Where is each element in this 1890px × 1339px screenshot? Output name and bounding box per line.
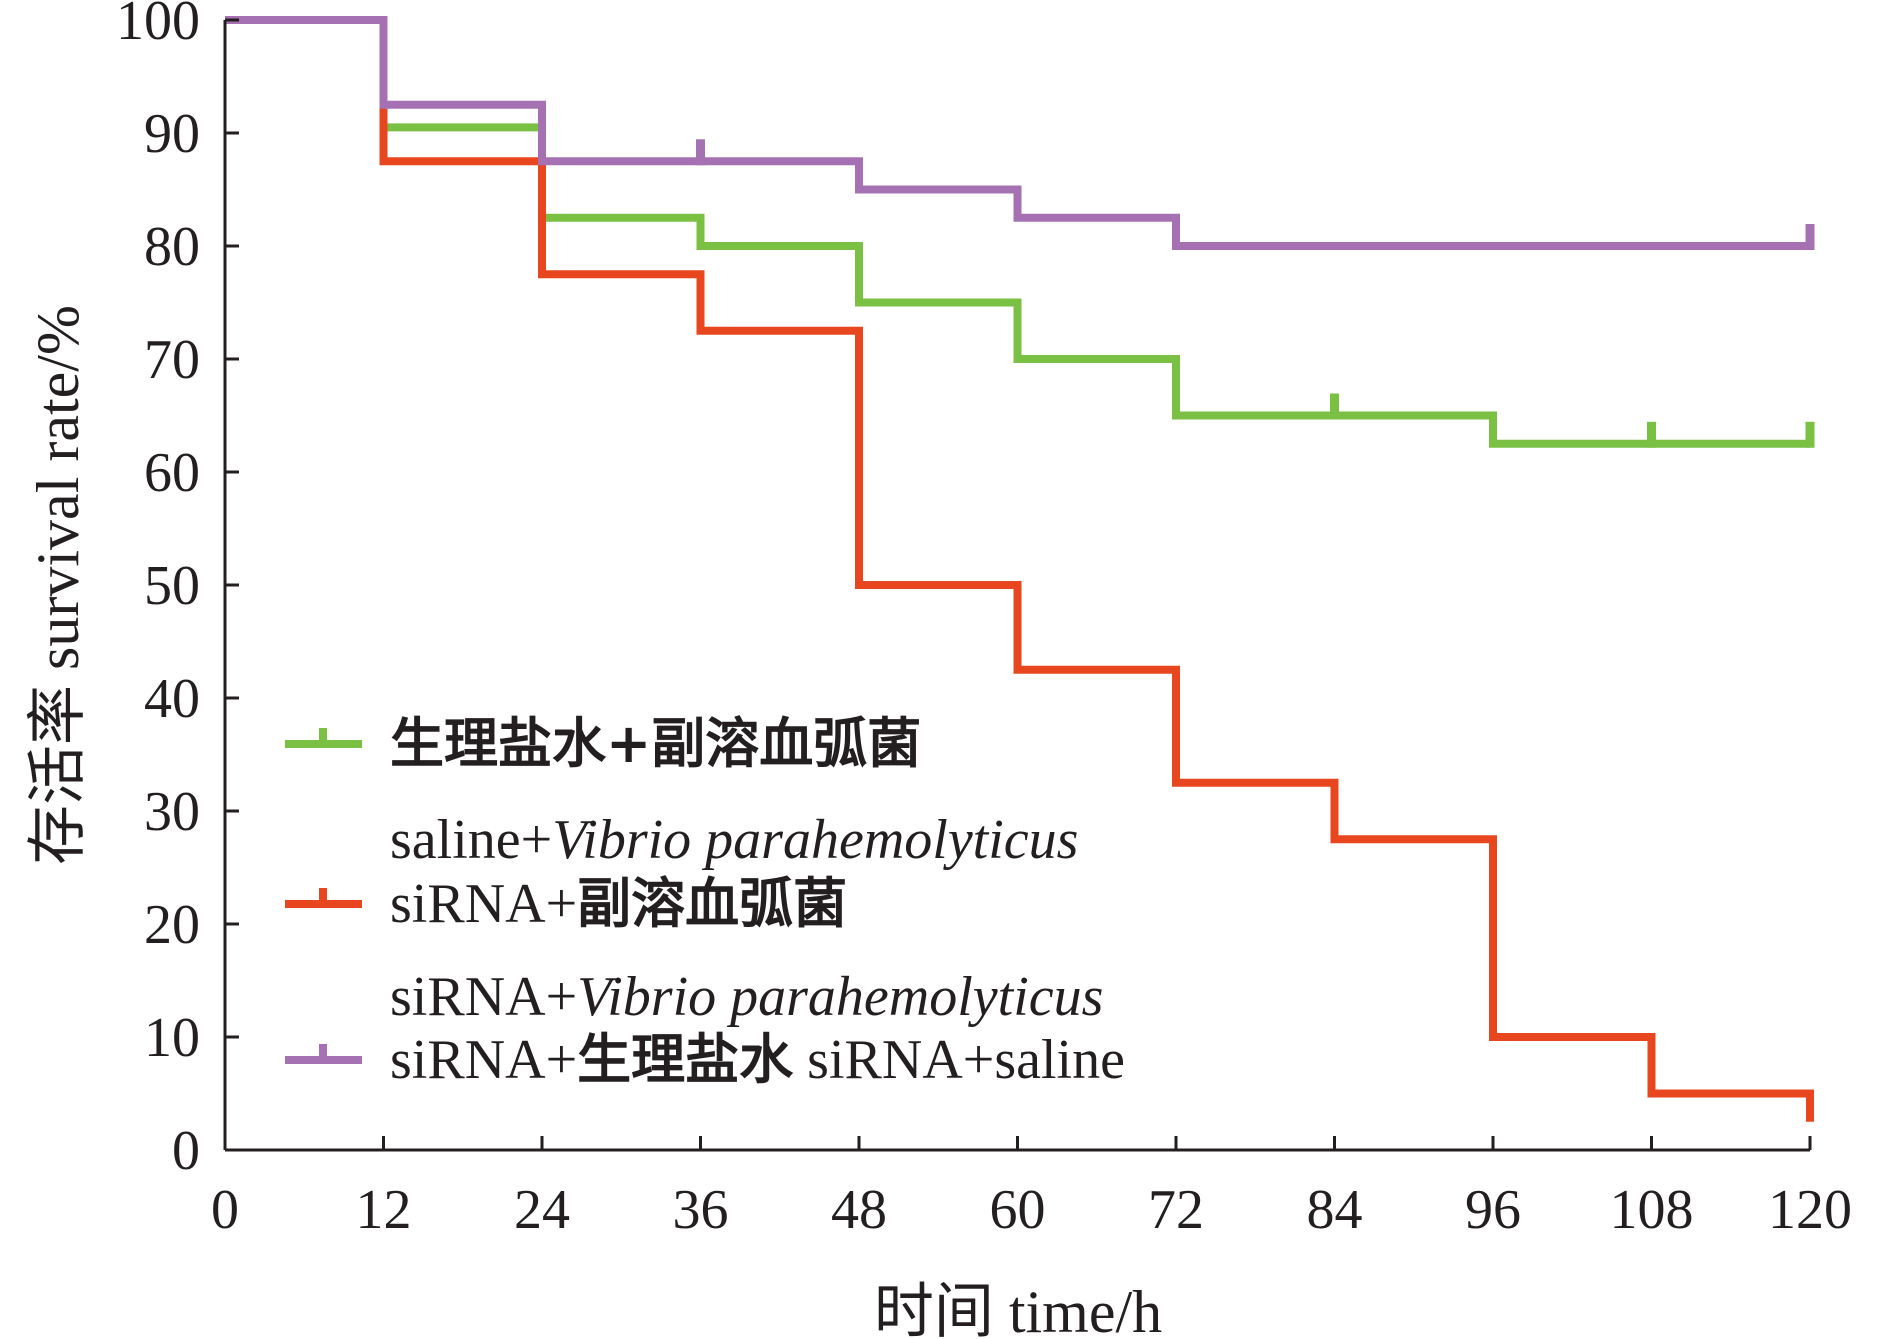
x-tick-label: 108 xyxy=(1610,1179,1694,1241)
y-tick-label: 90 xyxy=(144,103,200,165)
legend-label: siRNA+副溶血弧菌 xyxy=(390,872,847,935)
y-tick-label: 10 xyxy=(144,1007,200,1069)
legend-label: siRNA+Vibrio parahemolyticus xyxy=(390,966,1103,1028)
x-tick-label: 12 xyxy=(356,1179,412,1241)
x-tick-label: 96 xyxy=(1465,1179,1521,1241)
y-tick-label: 80 xyxy=(144,216,200,278)
series-layer xyxy=(225,16,1815,1122)
y-tick-label: 20 xyxy=(144,894,200,956)
y-tick-label: 100 xyxy=(116,0,200,52)
series-line-0 xyxy=(225,16,1810,448)
x-tick-label: 36 xyxy=(673,1179,729,1241)
y-tick-label: 0 xyxy=(172,1120,200,1182)
ticks-layer: 0 12 24 36 48 60 72 84 96 108 120 0 10 20 30 40 50 60 70 80… xyxy=(116,0,1852,1241)
y-tick-label: 70 xyxy=(144,329,200,391)
y-tick-label: 40 xyxy=(144,668,200,730)
x-tick-label: 24 xyxy=(514,1179,570,1241)
x-tick-label: 120 xyxy=(1768,1179,1852,1241)
x-tick-label: 72 xyxy=(1148,1179,1204,1241)
x-tick-label: 60 xyxy=(990,1179,1046,1241)
legend-label: siRNA+生理盐水 siRNA+saline xyxy=(390,1028,1125,1091)
legend-label: 生理盐水+副溶血弧菌 xyxy=(390,712,921,775)
y-tick-label: 60 xyxy=(144,442,200,504)
y-tick-label: 50 xyxy=(144,555,200,617)
series-line-2 xyxy=(225,16,1810,250)
series-line-1 xyxy=(225,16,1814,1122)
x-tick-label: 84 xyxy=(1307,1179,1363,1241)
x-tick-label: 0 xyxy=(211,1179,239,1241)
y-axis-title: 存活率 survival rate/% xyxy=(25,305,91,865)
legend-label: saline+Vibrio parahemolyticus xyxy=(390,809,1078,871)
x-tick-label: 48 xyxy=(831,1179,887,1241)
x-axis-title: 时间 time/h xyxy=(874,1279,1162,1339)
y-tick-label: 30 xyxy=(144,781,200,843)
